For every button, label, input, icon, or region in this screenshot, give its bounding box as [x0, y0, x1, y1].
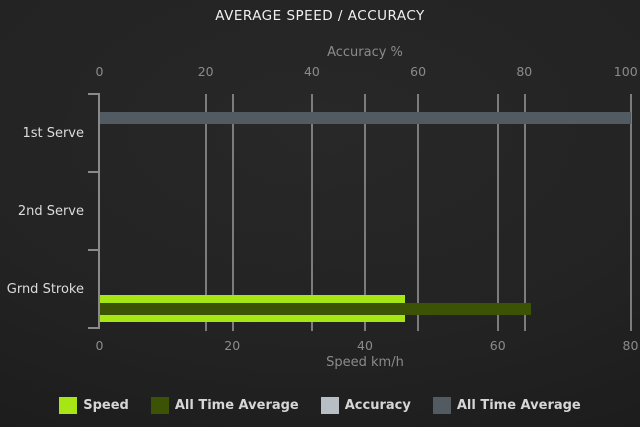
speed-tick-label: 80 [622, 338, 639, 353]
accuracy-axis-title: Accuracy % [327, 45, 403, 60]
accuracy-tick-label: 0 [95, 64, 104, 79]
legend-item-label: All Time Average [456, 398, 581, 413]
bar-all-time-average [99, 112, 631, 124]
category-label: Grnd Stroke [6, 282, 84, 297]
accuracy-tick-label: 20 [197, 64, 214, 79]
legend-item: All Time Average [150, 397, 299, 414]
accuracy-tick-label: 40 [303, 64, 320, 79]
legend-item: Speed [59, 397, 129, 414]
gridline [523, 94, 526, 331]
chart-legend: Speed All Time Average Accuracy All Time Av… [0, 397, 640, 414]
chart-title: AVERAGE SPEED / ACCURACY [215, 8, 425, 24]
legend-item-label: Accuracy [344, 398, 411, 413]
gridline [364, 94, 366, 331]
category-label: 2nd Serve [17, 204, 84, 219]
y-axis-tick [88, 249, 100, 251]
legend-item-label: Speed [83, 398, 129, 413]
y-axis-tick [88, 171, 100, 173]
speed-tick-label: 60 [489, 338, 506, 353]
category-label: 1st Serve [22, 126, 84, 141]
speed-axis-title: Speed km/h [326, 355, 404, 370]
legend-item-label: All Time Average [174, 398, 299, 413]
y-axis-line [98, 94, 100, 328]
accuracy-tick-label: 80 [516, 64, 533, 79]
y-axis-tick [88, 93, 100, 95]
speed-tick-label: 20 [224, 338, 241, 353]
legend-item: All Time Average [432, 397, 581, 414]
accuracy-tick-label: 100 [613, 64, 638, 79]
gridline [497, 94, 499, 331]
speed-tick-label: 0 [95, 338, 104, 353]
speed-tick-label: 40 [357, 338, 373, 353]
legend-swatch-icon [432, 397, 451, 414]
gridline [311, 94, 313, 331]
gridline [231, 94, 234, 331]
legend-swatch-icon [150, 397, 169, 414]
legend-swatch-icon [59, 397, 78, 414]
legend-item: Accuracy [320, 397, 411, 414]
gridline [204, 94, 207, 331]
y-axis-tick [88, 327, 100, 329]
gridline [629, 94, 632, 331]
bar-all-time-average [99, 302, 531, 315]
accuracy-tick-label: 60 [410, 64, 427, 79]
gridline [417, 94, 419, 331]
legend-swatch-icon [320, 397, 339, 414]
